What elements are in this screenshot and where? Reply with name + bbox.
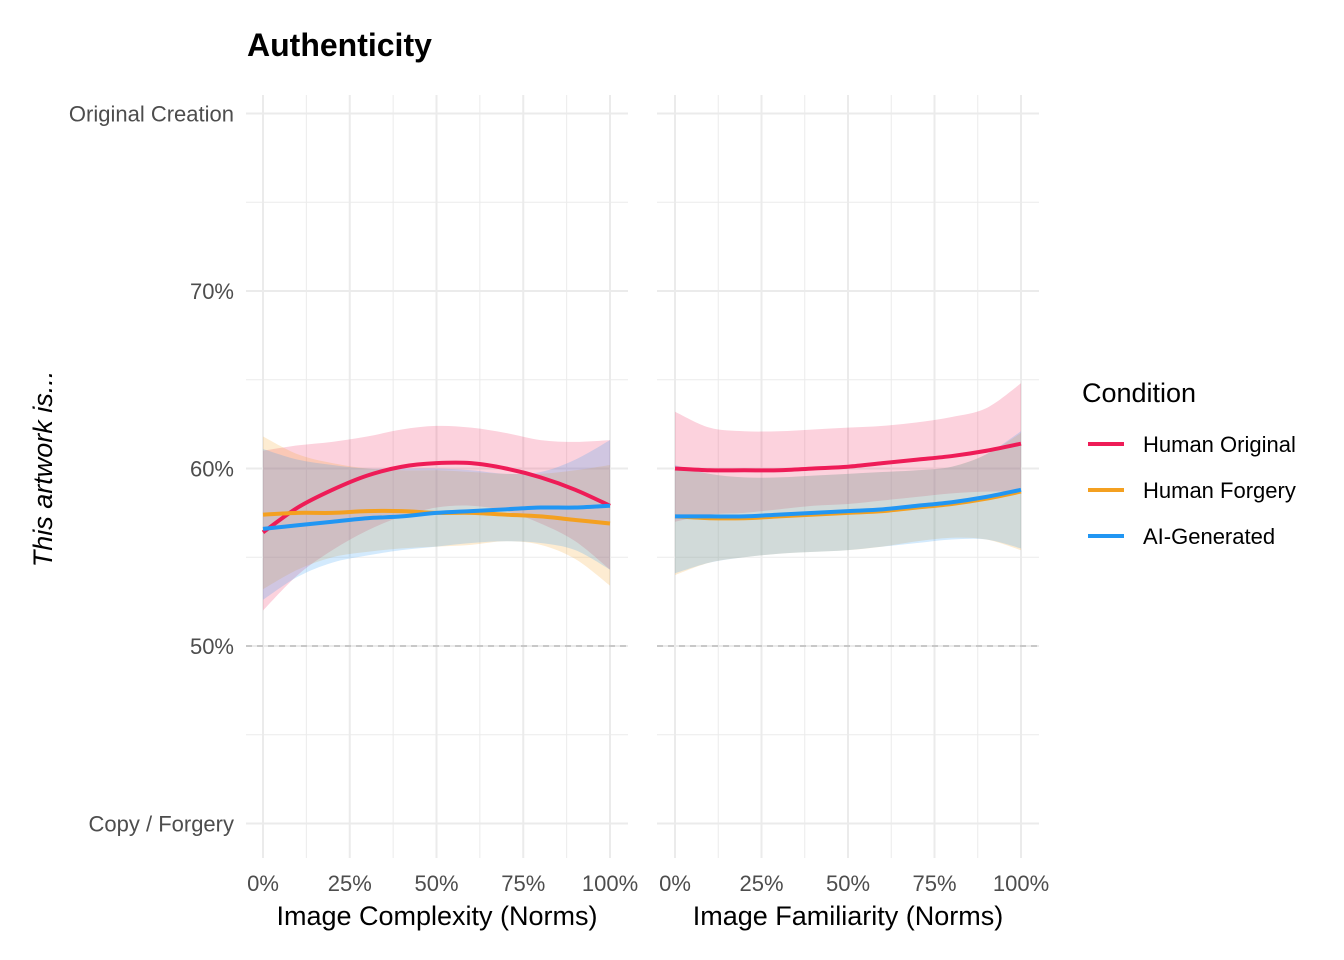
y-tick-label: Original Creation <box>69 102 234 127</box>
x-tick-label: 0% <box>659 871 691 896</box>
legend-label: AI-Generated <box>1143 524 1275 549</box>
line-ai-generated <box>674 487 1022 519</box>
x-tick-label: 25% <box>739 871 783 896</box>
x-tick-label: 75% <box>912 871 956 896</box>
chart-title: Authenticity <box>247 27 432 63</box>
legend-item: Human Forgery <box>1088 478 1296 503</box>
legend-title: Condition <box>1082 378 1196 408</box>
line-human-original <box>261 460 611 535</box>
x-tick-label: 25% <box>328 871 372 896</box>
x-axis-ticks: 0% 25% 50% 75% 100% 0% 25% 50% 75% 100% <box>247 871 1049 896</box>
x-tick-label: 100% <box>582 871 638 896</box>
series-lines <box>261 441 1022 535</box>
y-axis-ticks: Copy / Forgery 50% 60% 70% Original Creation <box>69 102 234 837</box>
legend-label: Human Original <box>1143 432 1296 457</box>
y-tick-label: 70% <box>190 279 234 304</box>
y-tick-label: 60% <box>190 457 234 482</box>
ci-band-ai-generated <box>675 431 1021 574</box>
line-ai-generated <box>262 503 611 531</box>
legend-label: Human Forgery <box>1143 478 1296 503</box>
y-tick-label: Copy / Forgery <box>89 812 235 837</box>
confidence-bands <box>263 383 1021 611</box>
x-axis-title-complexity: Image Complexity (Norms) <box>276 901 597 931</box>
x-axis-title-familiarity: Image Familiarity (Norms) <box>693 901 1004 931</box>
ci-band-human-forgery <box>675 433 1021 575</box>
x-tick-label: 75% <box>501 871 545 896</box>
x-tick-label: 100% <box>993 871 1049 896</box>
y-tick-label: 50% <box>190 634 234 659</box>
y-axis-title: This artwork is... <box>28 371 58 568</box>
x-tick-label: 0% <box>247 871 279 896</box>
legend: Condition Human Original Human Forgery AI-… <box>1082 378 1296 549</box>
legend-item: Human Original <box>1088 432 1296 457</box>
line-human-original <box>674 441 1022 473</box>
x-tick-label: 50% <box>414 871 458 896</box>
x-tick-label: 50% <box>826 871 870 896</box>
legend-item: AI-Generated <box>1088 524 1275 549</box>
ci-band-human-original <box>675 383 1021 522</box>
